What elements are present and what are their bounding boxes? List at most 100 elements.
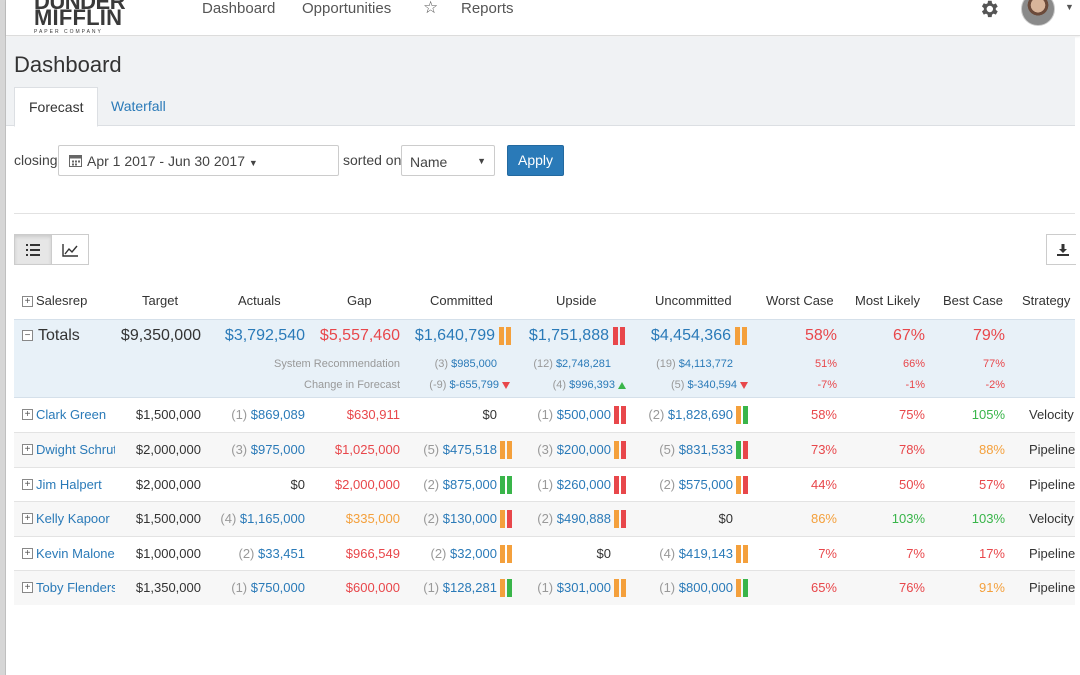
tab-forecast[interactable]: Forecast [14,87,99,127]
expand-row-icon[interactable]: + [22,548,33,559]
row-actuals[interactable]: (2) $33,451 [238,546,305,561]
company-logo[interactable]: DUNDER MIFFLIN PAPER COMPANY [34,0,138,35]
row-target: $2,000,000 [135,477,201,492]
row-uncommitted[interactable]: (2) $575,000 [659,477,733,492]
system-recommendation-label: System Recommendation [274,358,400,370]
chart-view-button[interactable] [51,234,89,265]
apply-button[interactable]: Apply [507,145,564,176]
row-actuals[interactable]: $0 [290,477,305,492]
nav-opportunities[interactable]: Opportunities [302,0,392,17]
window-edge [0,0,6,675]
totals-uncommitted[interactable]: $4,454,366 [650,327,731,344]
star-icon[interactable]: ☆ [423,0,439,17]
row-actuals[interactable]: (3) $975,000 [231,442,305,457]
header-committed[interactable]: Committed [430,293,493,308]
header-gap[interactable]: Gap [347,293,372,308]
download-button[interactable] [1046,234,1076,265]
download-icon [1057,244,1069,256]
sort-select-value: Name [410,154,448,170]
expand-row-icon[interactable]: + [22,513,33,524]
row-uncommitted[interactable]: (5) $831,533 [659,442,733,457]
chg-best-case: -2% [985,379,1005,391]
row-committed[interactable]: $0 [482,407,497,422]
row-uncommitted[interactable]: (4) $419,143 [659,546,733,561]
committed-status-bars [500,579,513,597]
row-background [14,502,1075,536]
expand-row-icon[interactable]: + [22,444,33,455]
salesrep-link[interactable]: Kevin Malone [36,546,115,561]
row-committed[interactable]: (2) $130,000 [423,511,497,526]
date-range-picker[interactable]: Apr 1 2017 - Jun 30 2017 ▼ [58,145,339,176]
salesrep-link[interactable]: Clark Green [36,407,107,422]
totals-actuals[interactable]: $3,792,540 [224,327,305,344]
row-actuals[interactable]: (1) $750,000 [231,580,305,595]
row-divider [14,570,1075,571]
nav-reports[interactable]: Reports [461,0,514,17]
row-uncommitted[interactable]: $0 [718,511,733,526]
row-worst-case: 86% [810,511,837,526]
tab-waterfall[interactable]: Waterfall [111,98,166,114]
sort-select[interactable]: Name ▼ [401,145,495,176]
row-uncommitted[interactable]: (1) $800,000 [659,580,733,595]
salesrep-link[interactable]: Toby Flenderson [36,580,115,595]
expand-row-icon[interactable]: + [22,479,33,490]
chg-uncommitted: (5) $-340,594 [618,379,748,391]
uncommitted-status-bars [735,327,748,345]
header-most-likely[interactable]: Most Likely [855,293,921,308]
list-icon [26,244,40,256]
row-actuals[interactable]: (1) $869,089 [231,407,305,422]
totals-upside[interactable]: $1,751,888 [528,327,609,344]
chevron-down-icon: ▼ [248,158,258,168]
sorted-label: sorted on [343,152,402,168]
header-upside[interactable]: Upside [556,293,597,308]
row-upside[interactable]: (1) $301,000 [537,580,611,595]
header-salesrep[interactable]: Salesrep [36,293,88,308]
header-actuals[interactable]: Actuals [238,293,281,308]
row-upside[interactable]: (2) $490,888 [537,511,611,526]
uncommitted-status-bars [736,579,749,597]
committed-status-bars [500,510,513,528]
nav-dashboard[interactable]: Dashboard [202,0,276,17]
sys-upside: (12) $2,748,281 [533,358,611,370]
row-gap: $600,000 [345,580,400,595]
salesrep-link[interactable]: Jim Halpert [36,477,102,492]
row-upside[interactable]: (1) $260,000 [537,477,611,492]
header-target[interactable]: Target [142,293,179,308]
row-actuals[interactable]: (4) $1,165,000 [220,511,305,526]
sys-worst-case: 51% [814,358,837,370]
header-worst-case[interactable]: Worst Case [766,293,834,308]
row-divider [14,467,1075,468]
page-header: Dashboard Forecast Waterfall [6,37,1075,127]
row-uncommitted[interactable]: (2) $1,828,690 [648,407,733,422]
committed-status-bars [500,441,513,459]
list-view-button[interactable] [14,234,52,265]
gear-icon[interactable] [978,0,1000,20]
row-gap: $630,911 [346,407,400,422]
row-upside[interactable]: (1) $500,000 [537,407,611,422]
collapse-icon[interactable]: − [22,330,33,341]
row-committed[interactable]: (2) $875,000 [423,477,497,492]
row-gap: $335,000 [345,511,400,526]
header-best-case[interactable]: Best Case [943,293,1003,308]
row-best-case: 17% [978,546,1005,561]
row-committed[interactable]: (2) $32,000 [430,546,497,561]
row-upside[interactable]: (3) $200,000 [537,442,611,457]
row-target: $1,500,000 [135,511,201,526]
row-divider [14,501,1075,502]
header-strategy[interactable]: Strategy [1022,293,1071,308]
logo-subtitle: PAPER COMPANY [34,29,103,35]
chevron-down-icon[interactable]: ▼ [1065,2,1074,12]
row-committed[interactable]: (1) $128,281 [423,580,497,595]
salesrep-link[interactable]: Kelly Kapoor [36,511,110,526]
row-upside[interactable]: $0 [596,546,611,561]
user-avatar[interactable] [1021,0,1055,26]
row-committed[interactable]: (5) $475,518 [423,442,497,457]
header-uncommitted[interactable]: Uncommitted [655,293,732,308]
salesrep-link[interactable]: Dwight Schrute [36,442,115,457]
expand-all-icon[interactable]: + [22,296,33,307]
totals-committed[interactable]: $1,640,799 [414,327,495,344]
expand-row-icon[interactable]: + [22,409,33,420]
row-most-likely: 78% [898,442,925,457]
expand-row-icon[interactable]: + [22,582,33,593]
